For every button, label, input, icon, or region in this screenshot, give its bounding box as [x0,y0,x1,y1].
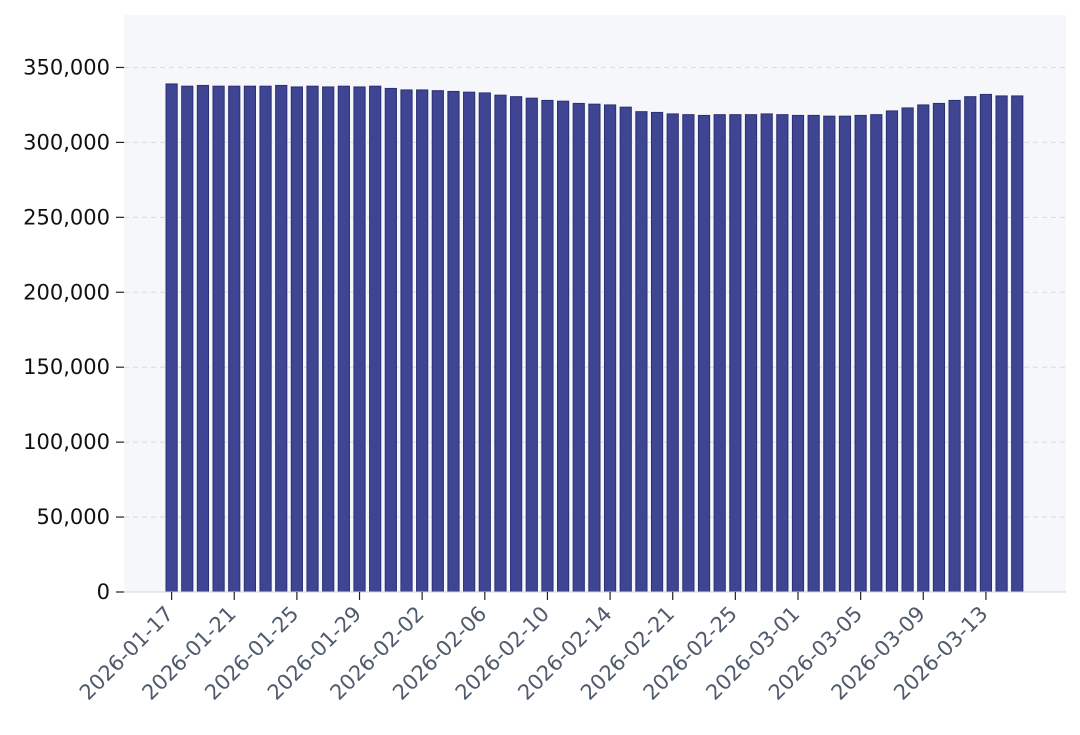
bar [353,86,366,593]
bar [791,114,805,593]
y-tick-label: 150,000 [23,355,110,379]
bar [823,115,836,593]
bar [964,96,977,593]
bar [697,114,711,593]
y-tick-label: 50,000 [37,505,110,529]
bar [619,106,632,593]
bar [541,99,554,593]
x-axis-ticks: 2026-01-172026-01-212026-01-252026-01-29… [75,592,992,705]
bar [995,95,1008,593]
bar [212,85,225,593]
bars [165,83,1024,593]
bar [337,85,350,593]
bar [447,90,460,593]
bar [588,103,601,593]
bar [228,85,241,593]
y-tick-label: 250,000 [23,205,110,229]
bar [729,114,742,593]
bar [885,110,899,593]
bar [196,84,210,593]
bar [259,85,272,593]
bar [932,102,946,593]
bar [431,90,444,593]
y-tick-label: 100,000 [23,430,110,454]
bar [854,114,867,593]
bar [275,84,288,593]
bar [666,113,679,593]
bar [948,99,961,593]
bar [494,94,507,593]
bar [776,114,789,593]
bar [760,113,773,593]
y-tick-label: 0 [97,580,110,604]
y-tick-label: 200,000 [23,280,110,304]
bar [713,114,726,593]
bar [557,100,570,593]
bar [165,83,178,593]
bar [979,93,993,593]
bar [400,89,413,593]
bar [635,111,648,593]
bar [181,85,194,593]
bar [290,86,303,593]
y-tick-label: 300,000 [23,130,110,154]
bar [416,89,429,593]
bar [369,85,382,593]
y-tick-label: 350,000 [23,55,110,79]
bar [243,85,257,593]
bar [463,91,476,593]
bar [870,114,883,593]
bar [650,111,664,593]
bar [838,115,852,593]
bar [322,86,335,593]
bar [306,85,319,593]
bar [510,96,523,593]
bar [1011,95,1024,593]
bar [525,97,538,593]
bar [917,104,930,593]
bar [603,104,617,593]
bar [478,92,491,593]
bar [572,102,585,593]
bar [744,114,758,593]
y-axis-ticks: 0 50,000 100,000 150,000 200,000 250,000 300,0… [23,55,124,604]
bar [901,107,914,593]
bar [807,114,820,593]
bar [682,114,695,593]
bar [384,87,397,593]
